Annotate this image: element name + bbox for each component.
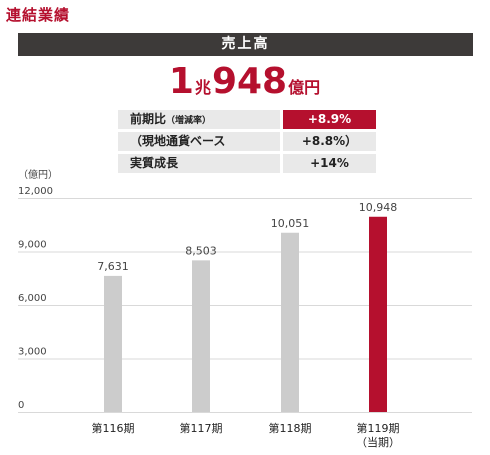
data-label: 7,631 bbox=[97, 260, 129, 273]
y-tick-label: 9,000 bbox=[18, 240, 47, 251]
x-tick-label: 第116期 bbox=[92, 421, 135, 435]
bar bbox=[369, 216, 387, 412]
metric-label: 前期比（増減率） bbox=[118, 110, 280, 129]
metric-value: +8.9% bbox=[283, 110, 376, 129]
metric-value: +8.8%） bbox=[283, 132, 376, 151]
x-tick-label: 第119期 bbox=[357, 421, 400, 435]
headline-trillion-unit: 兆 bbox=[194, 78, 211, 97]
metric-label-text: （現地通貨ベース bbox=[130, 134, 226, 148]
banner-title: 売上高 bbox=[18, 33, 473, 56]
x-tick-label: 第117期 bbox=[180, 421, 223, 435]
headline-figure: 1兆948億円 bbox=[0, 60, 490, 104]
metric-label-text: 前期比 bbox=[130, 112, 167, 126]
metric-label-note: （増減率） bbox=[166, 116, 212, 126]
metric-label: 実質成長 bbox=[118, 154, 280, 173]
metric-row-local-currency: （現地通貨ベース +8.8%） bbox=[118, 132, 376, 151]
headline-trillion: 1 bbox=[168, 61, 194, 102]
headline-hundred-million: 948 bbox=[211, 61, 288, 102]
bar bbox=[281, 232, 299, 412]
section-title: 連結業績 bbox=[6, 6, 71, 24]
unit-label: （億円） bbox=[18, 168, 58, 181]
metrics-table: 前期比（増減率） +8.9% （現地通貨ベース +8.8%） 実質成長 +14% bbox=[118, 110, 376, 176]
headline-unit: 億円 bbox=[288, 78, 321, 97]
y-tick-label: 6,000 bbox=[18, 293, 47, 304]
data-label: 10,051 bbox=[271, 217, 310, 230]
metric-row-yoy: 前期比（増減率） +8.9% bbox=[118, 110, 376, 129]
data-label: 10,948 bbox=[359, 201, 398, 214]
y-tick-label: 3,000 bbox=[18, 347, 47, 358]
bar bbox=[192, 260, 210, 412]
x-tick-label: 第118期 bbox=[269, 421, 312, 435]
metric-label: （現地通貨ベース bbox=[118, 132, 280, 151]
y-tick-label: 12,000 bbox=[18, 186, 53, 197]
metric-value: +14% bbox=[283, 154, 376, 173]
data-label: 8,503 bbox=[185, 244, 217, 257]
y-tick-label: 0 bbox=[18, 400, 24, 411]
metric-row-real-growth: 実質成長 +14% bbox=[118, 154, 376, 173]
metric-label-text: 実質成長 bbox=[130, 156, 179, 170]
x-tick-sublabel: （当期） bbox=[356, 435, 400, 449]
bar bbox=[104, 275, 122, 412]
